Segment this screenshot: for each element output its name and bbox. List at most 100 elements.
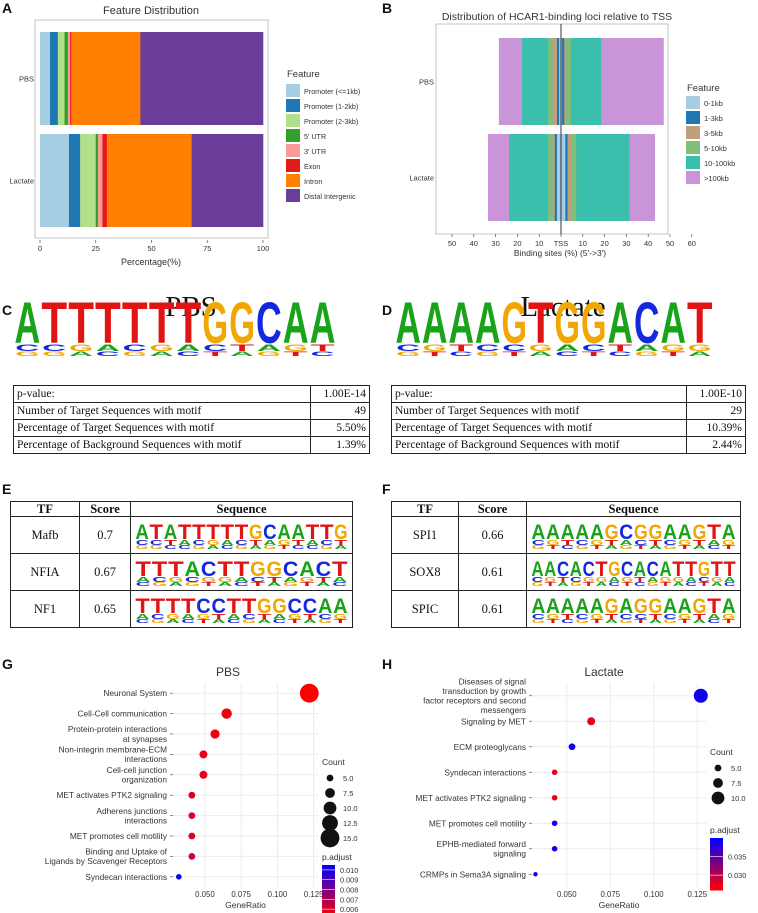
sequence-logo: ACGTCGATCTACTCGTGATACTCGGTACAGAGTATCTACT…: [135, 521, 350, 551]
logo-letter-minor: G: [264, 545, 277, 549]
logo-letter-minor: C: [582, 343, 608, 353]
x-tick-label: 10: [535, 239, 543, 248]
logo-letter-minor: C: [707, 545, 722, 549]
logo-letter-minor: T: [257, 614, 273, 621]
chart-g: 0.050 0.075 0.100 0.125 Neuronal System Cell-…: [45, 683, 358, 913]
size-legend-dot: [322, 815, 338, 831]
logo-letter-minor: A: [283, 577, 298, 584]
logo-letter: T: [95, 291, 121, 356]
logo-letter-minor: G: [620, 545, 634, 549]
motif-d-title: Lactate: [520, 291, 605, 323]
logo-letter-minor: G: [590, 614, 605, 621]
colorbar-step: [710, 839, 723, 842]
y-tick-label: Diseases of signal: [459, 676, 526, 686]
logo-letter-minor: G: [150, 545, 163, 549]
colorbar-step: [322, 879, 335, 882]
x-tick-label: 30: [622, 239, 630, 248]
logo-letter-minor: C: [634, 614, 647, 621]
logo-letter-minor: T: [634, 619, 647, 623]
colorbar-step: [322, 902, 335, 905]
logo-letter-minor: A: [316, 582, 332, 586]
logo-letter-minor: C: [532, 577, 544, 584]
colorbar-step: [710, 878, 723, 881]
legend-swatch: [686, 141, 700, 154]
logo-letter: A: [722, 595, 736, 618]
logo-letter: T: [672, 558, 684, 581]
colorbar-step: [322, 892, 335, 895]
logo-letter-minor: C: [634, 540, 647, 547]
logo-letter-minor: C: [685, 582, 698, 586]
colorbar-step: [710, 879, 723, 882]
logo-letter-minor: G: [300, 577, 316, 584]
panel-letter-g: G: [2, 656, 13, 672]
logo-letter-minor: G: [257, 352, 283, 358]
table-row: p-value: 1.00E-14: [13, 385, 370, 403]
row-label: PBS: [419, 78, 434, 87]
logo-letter-minor: C: [318, 614, 332, 621]
logo-letter: A: [422, 291, 447, 356]
data-point: [176, 874, 182, 880]
logo-letter: A: [310, 291, 336, 356]
colorbar-step: [322, 909, 335, 911]
logo-letter: T: [227, 595, 242, 618]
y-tick-label: Protein-protein interactions: [68, 724, 167, 734]
logo-letter-minor: A: [221, 540, 234, 547]
table-cell: 2.44%: [686, 436, 746, 454]
logo-letter: C: [196, 595, 210, 618]
logo-letter-minor: C: [292, 545, 306, 549]
y-tick-label: Cell-Cell communication: [78, 709, 168, 719]
y-tick-label: Syndecan interactions: [85, 872, 167, 882]
colorbar-step: [710, 862, 723, 865]
legend-swatch: [286, 144, 300, 157]
logo-letter: C: [619, 521, 633, 544]
logo-letter-minor: G: [576, 545, 590, 549]
y-tick-label: MET promotes cell motility: [429, 818, 527, 828]
logo-letter-minor: T: [582, 352, 608, 358]
logo-letter-minor: A: [596, 582, 609, 586]
logo-letter: A: [135, 521, 148, 544]
logo-letter-minor: A: [69, 352, 97, 358]
panel-a-legend: Promoter (<=1kb) Promoter (1-2kb) Promoter…: [286, 84, 360, 202]
bar-segment: [40, 32, 51, 125]
legend-swatch: [286, 189, 300, 202]
logo-letter-minor: A: [620, 540, 633, 547]
colorbar-step: [322, 896, 335, 898]
logo-letter-minor: T: [561, 540, 576, 547]
logo-letter: A: [531, 521, 545, 544]
bar-segment: [601, 38, 664, 125]
size-legend-dot: [325, 788, 335, 798]
column-header: Sequence: [526, 501, 741, 517]
table-cell: 1.39%: [310, 436, 370, 454]
logo-letter-minor: A: [136, 577, 151, 584]
column-header: Score: [458, 501, 527, 517]
logo-letter-minor: A: [227, 614, 241, 621]
panel-e-letter-wrap: E: [2, 481, 11, 497]
color-legend-label: 0.008: [340, 886, 358, 895]
table-cell: Percentage of Target Sequences with moti…: [13, 419, 311, 437]
logo-letter-minor: A: [178, 540, 191, 547]
logo-letter-minor: C: [273, 619, 288, 623]
x-tick-label: 50: [147, 244, 155, 253]
logo-letter: T: [176, 291, 202, 356]
table-cell: Percentage of Target Sequences with moti…: [391, 419, 687, 437]
bar-segment: [566, 38, 572, 125]
logo-letter-minor: C: [634, 582, 647, 586]
logo-letter-minor: T: [590, 545, 603, 549]
colorbar-step: [710, 867, 723, 870]
logo-letter-minor: C: [123, 343, 149, 353]
column-header: TF: [10, 501, 80, 517]
panel-b-xlabel: Binding sites (%) (5'->3'): [514, 248, 606, 258]
panel-b-x-axis: 50 40 30 20 10 TSS 10 20 30 40 50 60: [448, 234, 696, 248]
colorbar-step: [322, 875, 335, 878]
logo-letter-minor: A: [557, 582, 570, 586]
logo-letter: C: [283, 558, 299, 581]
table-cell: 1.00E-14: [310, 385, 370, 403]
data-point: [199, 770, 208, 779]
logo-letter-minor: T: [335, 540, 350, 547]
data-point: [551, 820, 558, 827]
colorbar-step: [710, 853, 723, 856]
